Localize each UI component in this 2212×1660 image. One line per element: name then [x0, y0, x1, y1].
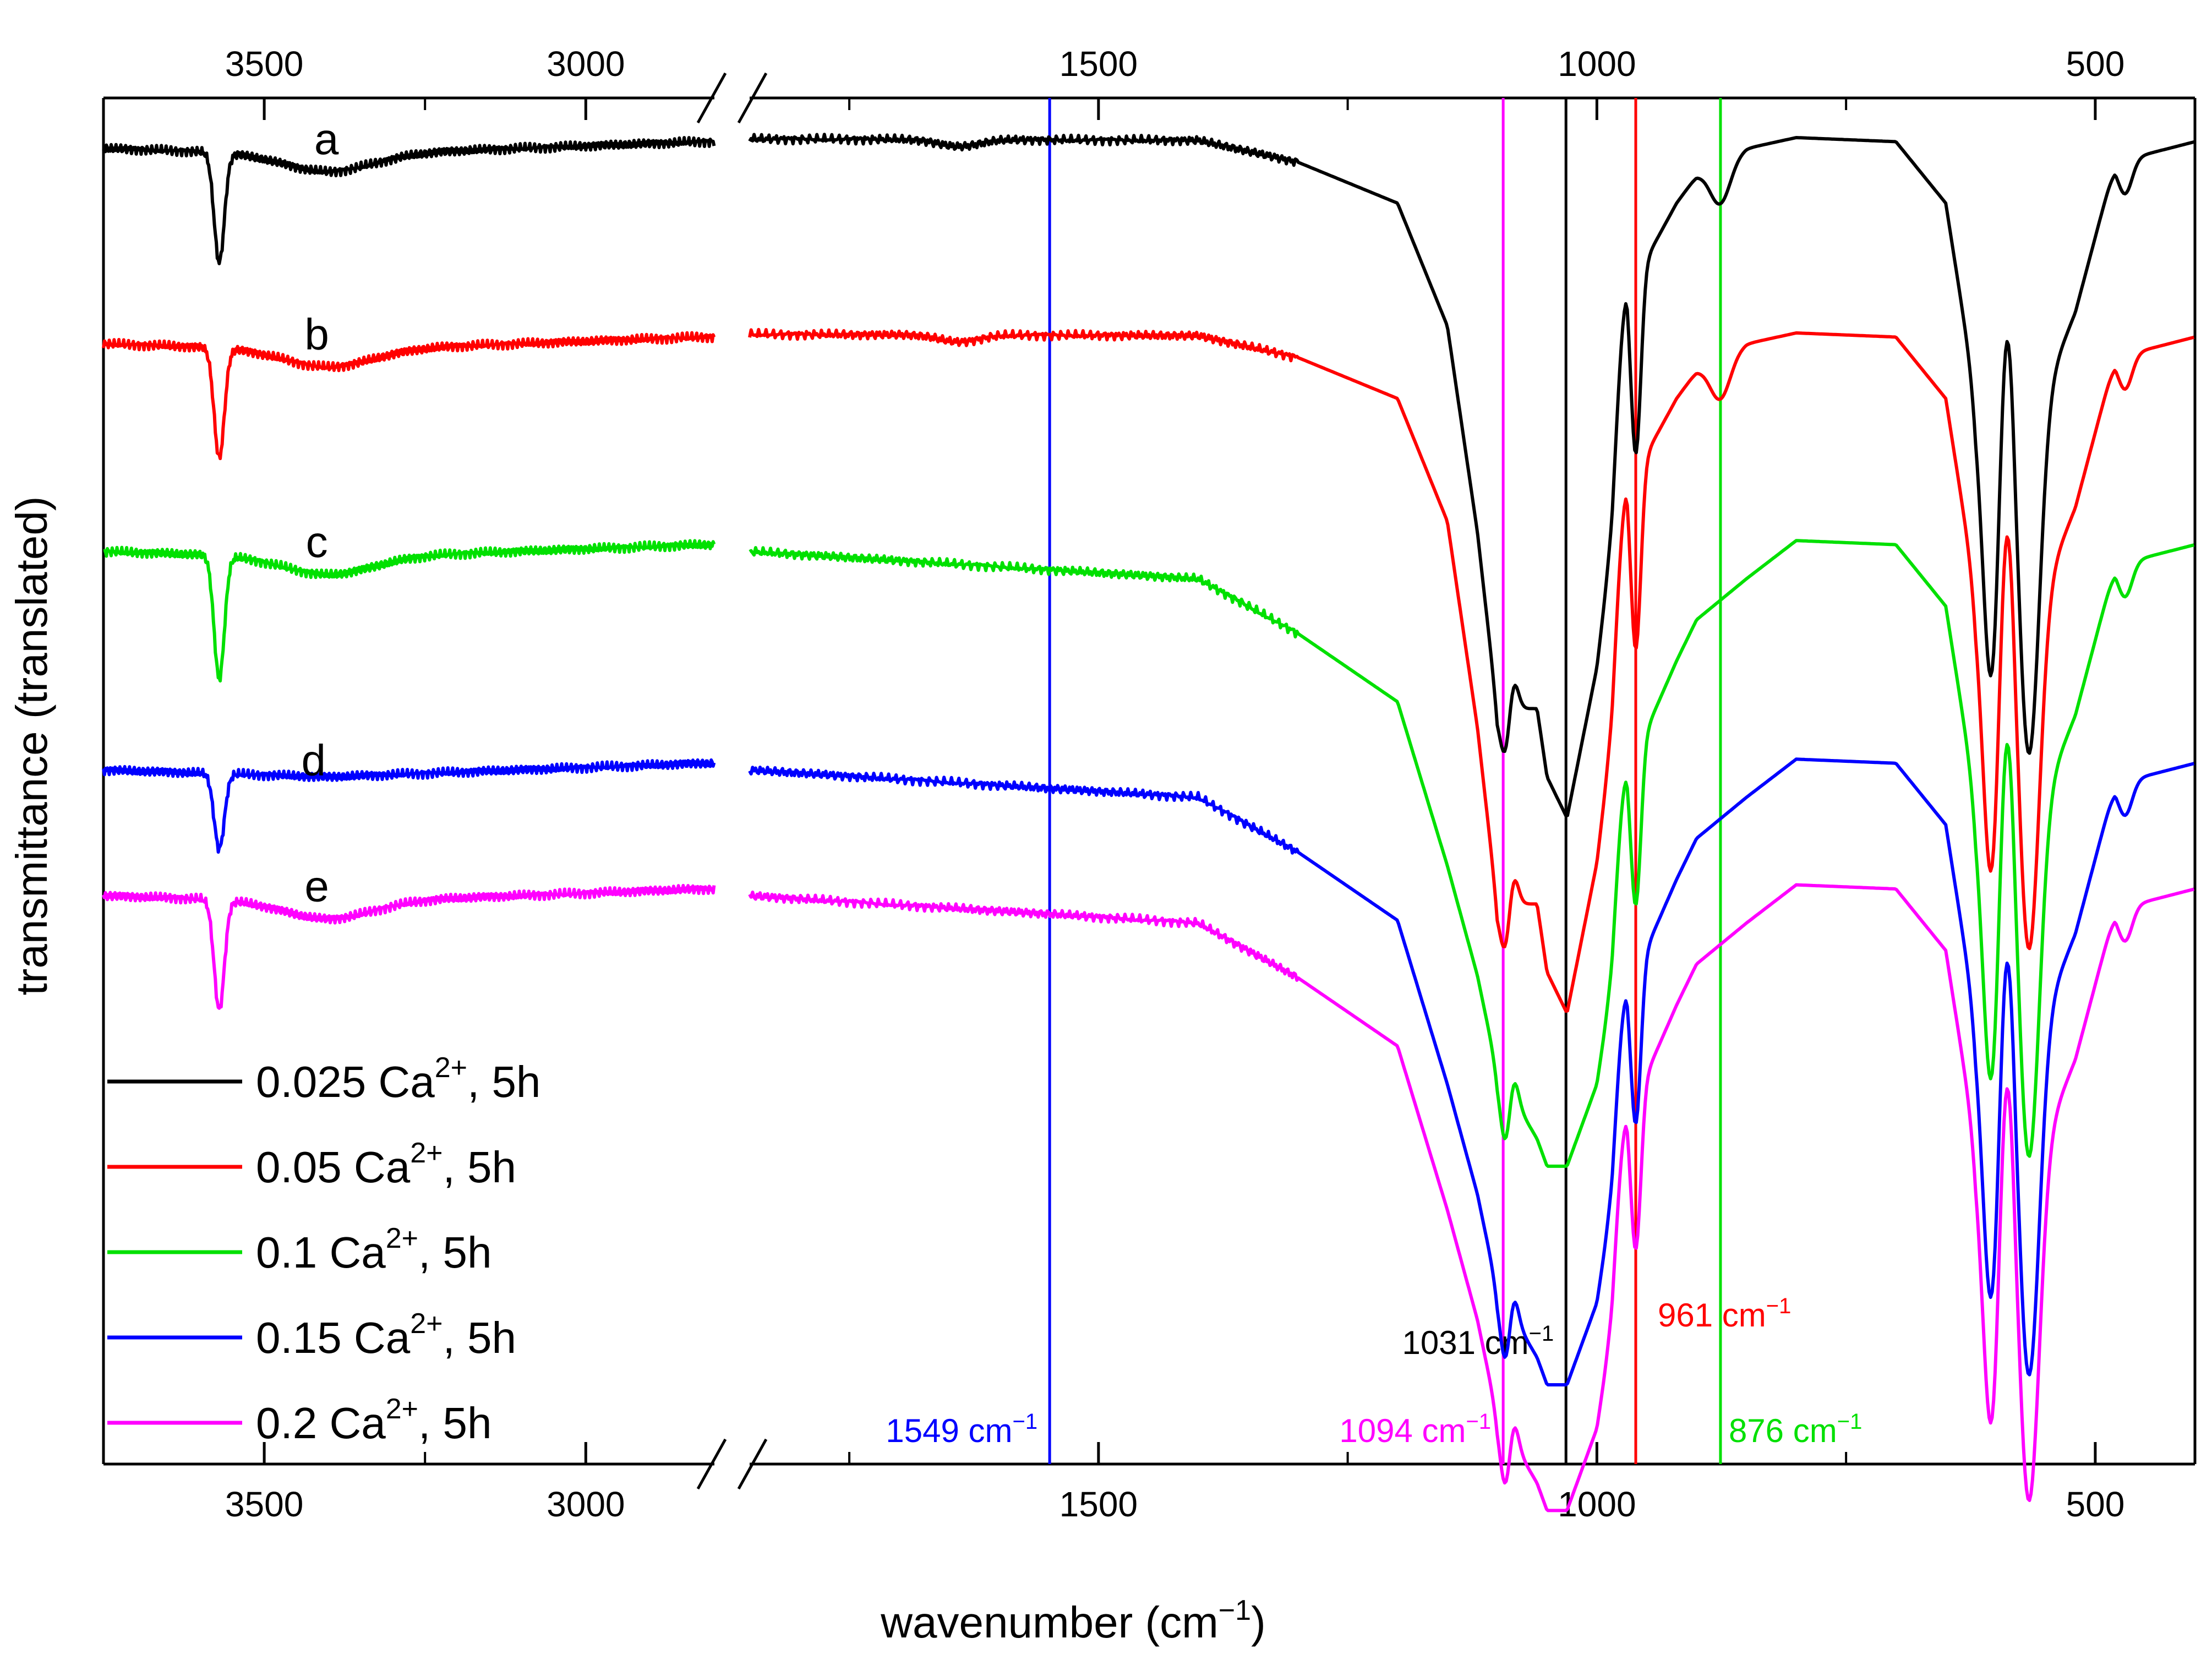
legend-item: 0.15 Ca2+, 5h [107, 1308, 516, 1362]
ref-line-label-961: 961 cm−1 [1658, 1294, 1791, 1334]
curve-label-b: b [304, 310, 329, 359]
series-line-e-seg2 [748, 883, 2194, 1512]
break-mark [696, 1438, 727, 1490]
x-tick-label: 500 [2066, 1484, 2125, 1524]
curve-label-e: e [304, 861, 329, 910]
x-tick-label: 3500 [225, 1484, 303, 1524]
series-line-a-seg2 [748, 133, 2194, 818]
x-axis-title: wavenumber (cm−1) [880, 1595, 1265, 1647]
x-tick-label-top: 1000 [1558, 44, 1636, 84]
series-b: b [102, 310, 2194, 1013]
series-line-c-seg1 [102, 539, 716, 682]
series-line-b-seg2 [748, 327, 2194, 1013]
series-c: c [102, 517, 2194, 1168]
series-line-d-seg1 [102, 758, 716, 854]
break-mark [737, 1438, 768, 1490]
series-line-d-seg2 [748, 757, 2194, 1386]
x-tick-label-top: 3500 [225, 44, 303, 84]
plot-frame [102, 96, 2197, 1466]
ref-line-label-1549: 1549 cm−1 [886, 1410, 1037, 1449]
series-group: a b c d e [102, 114, 2194, 1512]
x-tick-label-top: 500 [2066, 44, 2125, 84]
series-a: a [102, 114, 2194, 818]
legend-label: 0.2 Ca2+, 5h [256, 1393, 491, 1448]
x-tick-label-top: 3000 [547, 44, 625, 84]
break-mark [696, 72, 727, 124]
x-tick-label-top: 1500 [1059, 44, 1138, 84]
legend-label: 0.15 Ca2+, 5h [256, 1308, 516, 1362]
series-d: d [102, 736, 2194, 1386]
series-e: e [102, 861, 2194, 1512]
series-line-c-seg2 [749, 539, 2194, 1168]
curve-label-a: a [314, 114, 339, 163]
legend-label: 0.05 Ca2+, 5h [256, 1137, 516, 1192]
ref-line-label-1094: 1094 cm−1 [1339, 1410, 1491, 1449]
legend-item: 0.025 Ca2+, 5h [107, 1052, 540, 1106]
curve-label-d: d [302, 736, 326, 785]
legend: 0.025 Ca2+, 5h 0.05 Ca2+, 5h 0.1 Ca2+, 5h 0… [107, 1052, 540, 1448]
legend-item: 0.05 Ca2+, 5h [107, 1137, 516, 1192]
legend-item: 0.2 Ca2+, 5h [107, 1393, 491, 1448]
series-line-a-seg1 [102, 136, 716, 265]
x-tick-label: 1500 [1059, 1484, 1138, 1524]
break-mark [737, 72, 768, 124]
curve-label-c: c [306, 517, 328, 566]
y-axis-title: transmittance (translated) [7, 496, 56, 995]
ref-line-label-876: 876 cm−1 [1729, 1410, 1862, 1449]
legend-label: 0.1 Ca2+, 5h [256, 1222, 491, 1277]
legend-label: 0.025 Ca2+, 5h [256, 1052, 540, 1106]
series-line-e-seg1 [102, 883, 716, 1010]
series-line-b-seg1 [102, 331, 716, 460]
x-tick-label: 3000 [547, 1484, 625, 1524]
axis-break-marks [696, 72, 768, 1490]
legend-item: 0.1 Ca2+, 5h [107, 1222, 491, 1277]
